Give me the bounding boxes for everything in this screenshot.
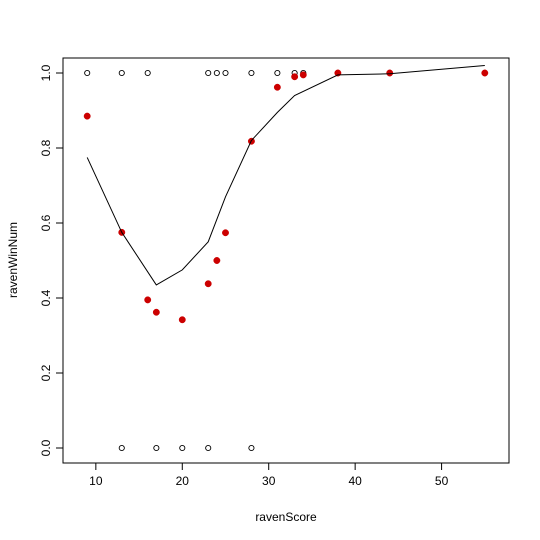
x-tick-label: 30 [262, 474, 276, 488]
x-tick-label: 20 [176, 474, 190, 488]
mean-point [83, 112, 91, 120]
mean-point [213, 257, 221, 264]
observed-point [118, 69, 125, 77]
plot-frame [62, 57, 510, 464]
mean-point [144, 296, 152, 304]
mean-point [273, 83, 281, 91]
observed-point [118, 444, 125, 452]
y-tick-label: 1.0 [39, 64, 53, 81]
observed-point [84, 69, 91, 77]
mean-point [222, 229, 229, 237]
observed-point [213, 69, 220, 77]
y-tick-label: 0.6 [39, 214, 53, 231]
observed-point [144, 69, 151, 77]
observed-point [205, 444, 212, 452]
observed-point [205, 69, 212, 77]
mean-point [204, 280, 212, 288]
mean-point [291, 73, 299, 81]
y-tick-label: 0.8 [39, 139, 53, 156]
series-layer [83, 65, 489, 452]
x-tick-label: 10 [89, 474, 103, 488]
y-tick-label: 0.4 [39, 289, 53, 306]
mean-point [178, 316, 186, 324]
observed-point [274, 69, 281, 77]
x-tick-label: 50 [435, 474, 449, 488]
y-tick-label: 0.2 [39, 364, 53, 381]
x-axis: 10 20 30 40 50 [89, 463, 449, 488]
observed-point [248, 444, 255, 452]
fitted-curve-line [86, 65, 485, 286]
observed-point [222, 69, 229, 77]
observed-point [248, 69, 255, 77]
observed-point [179, 444, 186, 452]
mean-point [481, 69, 489, 77]
x-axis-label: ravenScore [255, 510, 317, 524]
x-tick-label: 40 [348, 474, 362, 488]
mean-point [152, 308, 160, 316]
y-axis: 0.0 0.2 0.4 0.6 0.8 1.0 [39, 64, 63, 456]
mean-point [386, 69, 394, 77]
mean-point [299, 71, 307, 79]
observed-point [153, 444, 160, 452]
y-axis-label: ravenWinNum [6, 222, 20, 298]
y-tick-label: 0.0 [39, 439, 53, 456]
